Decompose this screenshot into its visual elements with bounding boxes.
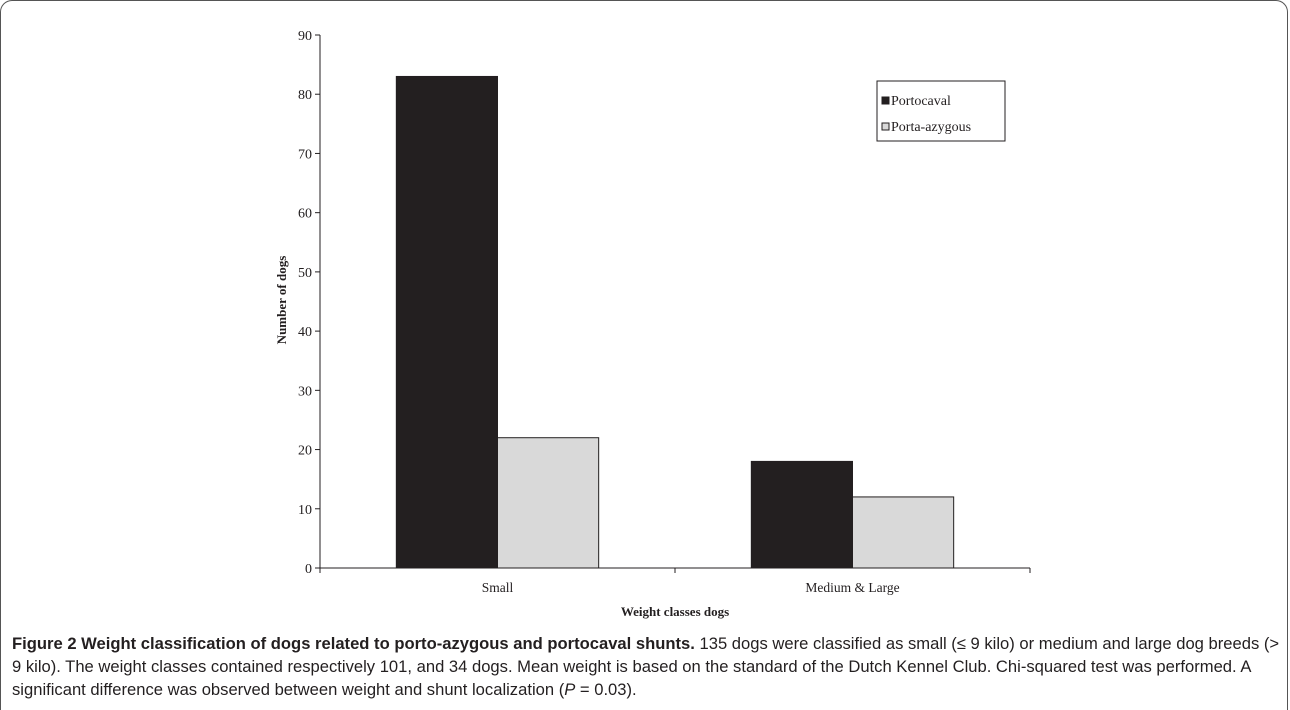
caption-heading: Figure 2 Weight classification of dogs r… <box>12 634 695 653</box>
y-tick-label: 30 <box>298 384 312 399</box>
y-tick-label: 60 <box>298 207 312 222</box>
caption-p-symbol: P <box>564 680 576 699</box>
caption-text: 135 dogs were classified as small (≤ 9 k… <box>12 634 1280 699</box>
bar-portocaval-small <box>395 75 499 569</box>
y-tick-label: 40 <box>298 325 312 340</box>
x-category-label: Small <box>482 580 514 595</box>
y-tick-label: 70 <box>298 147 312 162</box>
figure-caption: Figure 2 Weight classification of dogs r… <box>12 632 1280 701</box>
bars <box>395 75 955 569</box>
bar-porta-azygous-medium-large <box>852 496 955 569</box>
bar-chart: 0 10 20 30 40 50 60 70 80 90 Small Medium & Large N… <box>274 29 1031 619</box>
y-tick-label: 90 <box>298 29 312 44</box>
y-tick-label: 50 <box>298 266 312 281</box>
caption-p-value: = 0.03). <box>575 680 637 699</box>
legend-swatch-portocaval <box>881 96 890 105</box>
legend-swatch-porta-azygous <box>881 122 890 131</box>
bar-porta-azygous-small <box>497 437 600 569</box>
y-tick-label: 80 <box>298 88 312 103</box>
y-tick-label: 10 <box>298 503 312 518</box>
y-axis-title: Number of dogs <box>274 256 289 345</box>
x-category-label: Medium & Large <box>805 580 899 595</box>
legend-label-porta-azygous: Porta-azygous <box>891 120 971 135</box>
legend-label-portocaval: Portocaval <box>891 94 951 109</box>
legend: Portocaval Porta-azygous <box>876 80 1006 142</box>
y-tick-label: 20 <box>298 444 312 459</box>
y-tick-label: 0 <box>305 562 312 577</box>
legend-box <box>876 80 1006 142</box>
x-axis-title: Weight classes dogs <box>621 604 729 619</box>
bar-portocaval-medium-large <box>750 460 854 569</box>
